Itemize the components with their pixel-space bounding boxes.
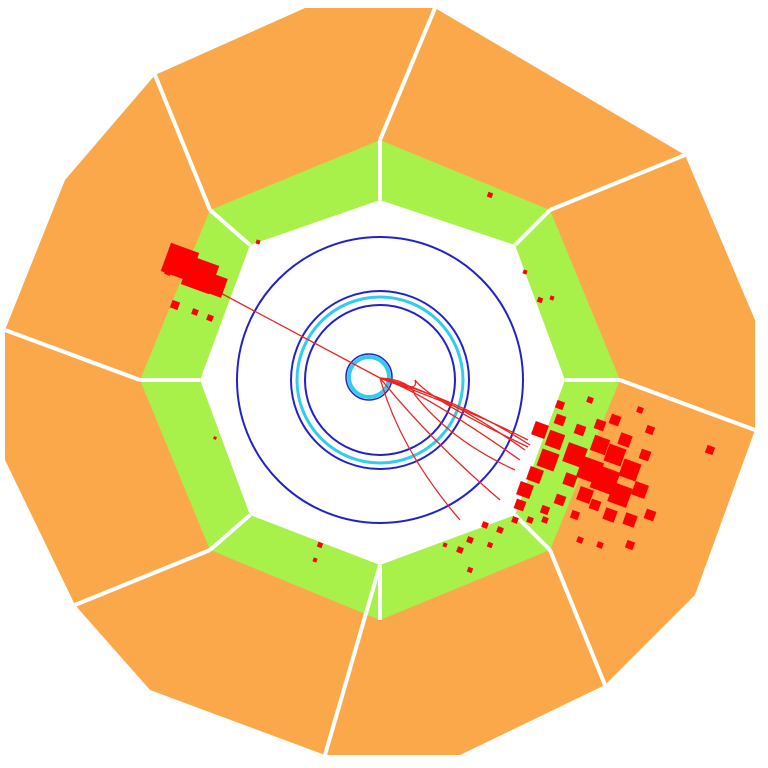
energy-cell xyxy=(562,442,588,468)
energy-cell xyxy=(541,516,549,524)
energy-cell xyxy=(169,299,181,311)
energy-cell xyxy=(553,413,567,427)
divider xyxy=(323,564,382,756)
energy-cell xyxy=(636,406,644,414)
tracker-ring xyxy=(236,236,524,524)
divider xyxy=(208,513,252,552)
energy-cell xyxy=(486,191,494,199)
divider xyxy=(549,153,686,212)
energy-cell xyxy=(536,296,544,304)
divider xyxy=(548,549,607,686)
divider xyxy=(619,378,756,432)
energy-cell xyxy=(516,481,534,499)
energy-cell xyxy=(573,423,587,437)
energy-cell xyxy=(206,314,214,322)
energy-cell xyxy=(531,421,549,439)
energy-cell xyxy=(202,272,228,298)
module-dividers xyxy=(4,7,756,756)
energy-cell xyxy=(539,504,551,516)
energy-cell xyxy=(513,498,527,512)
divider xyxy=(378,7,437,141)
energy-cell xyxy=(164,268,172,276)
energy-cell xyxy=(522,269,528,275)
tracker-region xyxy=(200,200,565,565)
energy-cell xyxy=(456,546,464,554)
energy-cell xyxy=(569,509,581,521)
energy-deposits xyxy=(160,191,716,574)
track xyxy=(379,377,531,446)
energy-cell xyxy=(526,466,544,484)
energy-cell xyxy=(704,444,716,456)
energy-cell xyxy=(589,434,611,456)
tracks xyxy=(214,289,531,521)
energy-cell xyxy=(312,557,318,563)
energy-cell xyxy=(553,493,567,507)
energy-cell xyxy=(511,516,519,524)
track xyxy=(379,377,516,471)
divider xyxy=(513,208,552,247)
energy-cell xyxy=(622,512,638,528)
tracker-ring xyxy=(295,295,465,465)
energy-cell xyxy=(603,443,627,467)
energy-cell xyxy=(644,424,656,436)
energy-cell xyxy=(481,521,489,529)
energy-cell xyxy=(638,448,652,462)
energy-cell xyxy=(608,413,622,427)
energy-cell xyxy=(549,295,555,301)
track xyxy=(379,377,501,501)
energy-cell xyxy=(593,418,607,432)
energy-cell xyxy=(466,566,474,574)
energy-cell xyxy=(496,526,504,534)
energy-cell xyxy=(596,541,604,549)
energy-cell xyxy=(643,508,657,522)
divider xyxy=(153,74,212,211)
beam-pipe xyxy=(347,355,391,399)
energy-cell xyxy=(466,536,474,544)
energy-cell xyxy=(624,539,636,551)
energy-cell xyxy=(316,541,324,549)
energy-cell xyxy=(562,472,578,488)
tracker-ring xyxy=(290,290,470,470)
energy-cell xyxy=(618,458,642,482)
energy-cell xyxy=(586,396,594,404)
divider xyxy=(513,513,552,552)
divider xyxy=(4,328,141,382)
energy-cell xyxy=(486,541,494,549)
energy-cell xyxy=(602,507,618,523)
beam-pipe xyxy=(345,353,393,401)
energy-cell xyxy=(554,399,566,411)
energy-cell xyxy=(536,448,560,472)
energy-cell xyxy=(576,486,594,504)
energy-cell xyxy=(617,432,633,448)
energy-cell xyxy=(576,536,584,544)
track xyxy=(379,377,529,448)
divider xyxy=(74,548,211,607)
energy-cell xyxy=(191,308,199,316)
energy-cell xyxy=(631,481,649,499)
energy-cell xyxy=(588,498,602,512)
energy-cell xyxy=(544,429,566,451)
track xyxy=(214,289,381,379)
tracker-layers xyxy=(236,236,524,524)
track xyxy=(379,377,461,521)
energy-cell xyxy=(607,482,633,508)
energy-cell xyxy=(442,542,448,548)
energy-cell xyxy=(255,239,261,245)
energy-cell xyxy=(526,516,534,524)
energy-cell xyxy=(213,436,217,440)
tracker-ring xyxy=(304,304,456,456)
divider xyxy=(208,208,252,247)
